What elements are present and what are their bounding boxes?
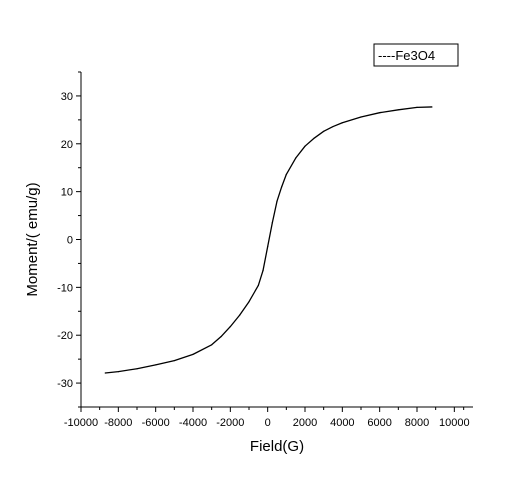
series-point bbox=[136, 368, 138, 370]
series-point bbox=[285, 173, 287, 176]
series-point bbox=[341, 122, 343, 124]
series-point bbox=[262, 270, 264, 272]
series-point bbox=[295, 157, 297, 159]
series-point bbox=[281, 186, 283, 188]
x-tick-label: 10000 bbox=[439, 417, 470, 429]
y-tick-label: 30 bbox=[61, 91, 73, 103]
legend-box bbox=[373, 43, 459, 67]
y-axis-label: Moment/( emu/g) bbox=[24, 182, 41, 296]
x-tick-label: 0 bbox=[265, 417, 271, 429]
legend-item-label: ----Fe3O4 bbox=[378, 48, 435, 63]
series-point bbox=[257, 284, 259, 287]
series-point bbox=[155, 364, 157, 366]
y-tick-label: 0 bbox=[67, 235, 73, 247]
x-tick-label: 6000 bbox=[367, 417, 391, 429]
x-tick-label: -8000 bbox=[104, 417, 132, 429]
series-point bbox=[397, 109, 399, 111]
y-tick-label: -10 bbox=[57, 282, 73, 294]
x-axis-label: Field(G) bbox=[250, 438, 304, 455]
x-tick-label: 8000 bbox=[405, 417, 429, 429]
series-point bbox=[416, 106, 418, 109]
series-point bbox=[313, 137, 315, 139]
series-point bbox=[360, 116, 362, 118]
series-point bbox=[211, 344, 213, 346]
chart-ticks: -10000 -8000 -6000 -4000 -2000 0 2000 4000 6000 8… bbox=[57, 71, 470, 429]
x-tick-label: -6000 bbox=[142, 417, 170, 429]
series-point bbox=[379, 112, 381, 114]
series-point bbox=[220, 336, 222, 338]
series-point bbox=[173, 359, 175, 362]
series-point bbox=[323, 130, 325, 132]
y-tick-label: -30 bbox=[57, 378, 73, 390]
series-point bbox=[267, 246, 269, 248]
series-point bbox=[229, 326, 231, 328]
series-point bbox=[271, 222, 273, 224]
y-tick-label: -20 bbox=[57, 330, 73, 342]
series-point bbox=[304, 145, 306, 147]
series-line-fe3o4 bbox=[105, 106, 432, 374]
y-tick-label: 20 bbox=[61, 139, 73, 151]
series-point bbox=[239, 314, 241, 316]
x-tick-label: 4000 bbox=[330, 417, 354, 429]
series-point bbox=[332, 125, 334, 128]
y-tick-label: 10 bbox=[61, 187, 73, 199]
series-point bbox=[192, 353, 194, 355]
x-tick-label: -10000 bbox=[64, 417, 98, 429]
x-tick-label: -2000 bbox=[216, 417, 244, 429]
series-point bbox=[104, 372, 106, 374]
series-point bbox=[431, 106, 433, 108]
chart-series bbox=[104, 106, 433, 374]
series-point bbox=[276, 200, 278, 202]
series-point bbox=[117, 370, 119, 373]
chart-axes bbox=[80, 72, 473, 408]
x-tick-label: 2000 bbox=[293, 417, 317, 429]
chart-legend: ----Fe3O4 bbox=[373, 43, 459, 67]
series-point bbox=[248, 301, 250, 303]
x-tick-label: -4000 bbox=[179, 417, 207, 429]
